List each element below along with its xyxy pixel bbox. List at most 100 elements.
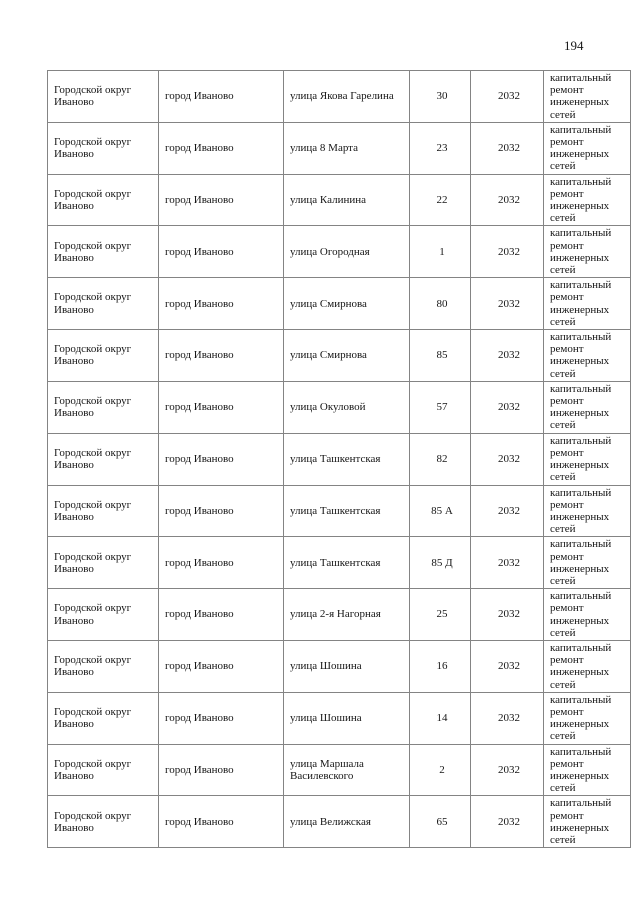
- table-row: Городской округ Иваново город Иваново ул…: [47, 536, 631, 590]
- cell-district: Городской округ Иваново: [47, 484, 159, 538]
- cell-house-number: 85 Д: [409, 536, 471, 590]
- table-row: Городской округ Иваново город Иваново ул…: [47, 588, 631, 641]
- cell-house-number: 82: [409, 432, 471, 486]
- cell-house-number: 85: [409, 329, 471, 382]
- cell-work-type: капитальный ремонт инженерных сетей: [543, 639, 631, 693]
- cell-year: 2032: [470, 484, 544, 538]
- cell-year: 2032: [470, 70, 544, 123]
- cell-year: 2032: [470, 173, 544, 227]
- cell-district: Городской округ Иваново: [47, 70, 159, 123]
- cell-street: улица Окуловой: [283, 380, 410, 434]
- cell-year: 2032: [470, 743, 544, 797]
- cell-work-type: капитальный ремонт инженерных сетей: [543, 225, 631, 279]
- cell-street: улица Смирнова: [283, 329, 410, 382]
- cell-work-type: капитальный ремонт инженерных сетей: [543, 70, 631, 123]
- cell-street: улица Шошина: [283, 691, 410, 745]
- cell-city: город Иваново: [158, 795, 284, 849]
- cell-year: 2032: [470, 121, 544, 175]
- repair-schedule-table: Городской округ Иваново город Иваново ул…: [47, 70, 631, 849]
- cell-district: Городской округ Иваново: [47, 121, 159, 175]
- cell-street: улица Маршала Василевского: [283, 743, 410, 797]
- cell-work-type: капитальный ремонт инженерных сетей: [543, 691, 631, 745]
- cell-street: улица Калинина: [283, 173, 410, 227]
- cell-house-number: 14: [409, 691, 471, 745]
- cell-district: Городской округ Иваново: [47, 225, 159, 279]
- cell-city: город Иваново: [158, 588, 284, 641]
- cell-house-number: 25: [409, 588, 471, 641]
- cell-year: 2032: [470, 795, 544, 849]
- table-row: Городской округ Иваново город Иваново ул…: [47, 691, 631, 745]
- cell-house-number: 85 А: [409, 484, 471, 538]
- cell-district: Городской округ Иваново: [47, 743, 159, 797]
- table-row: Городской округ Иваново город Иваново ул…: [47, 121, 631, 175]
- cell-house-number: 65: [409, 795, 471, 849]
- cell-city: город Иваново: [158, 173, 284, 227]
- cell-street: улица 2-я Нагорная: [283, 588, 410, 641]
- cell-city: город Иваново: [158, 121, 284, 175]
- cell-district: Городской округ Иваново: [47, 380, 159, 434]
- cell-street: улица Смирнова: [283, 277, 410, 331]
- cell-year: 2032: [470, 691, 544, 745]
- cell-city: город Иваново: [158, 691, 284, 745]
- cell-city: город Иваново: [158, 329, 284, 382]
- cell-house-number: 30: [409, 70, 471, 123]
- cell-work-type: капитальный ремонт инженерных сетей: [543, 432, 631, 486]
- cell-work-type: капитальный ремонт инженерных сетей: [543, 484, 631, 538]
- cell-work-type: капитальный ремонт инженерных сетей: [543, 121, 631, 175]
- cell-year: 2032: [470, 329, 544, 382]
- cell-district: Городской округ Иваново: [47, 277, 159, 331]
- cell-year: 2032: [470, 380, 544, 434]
- page-number: 194: [564, 38, 584, 53]
- cell-district: Городской округ Иваново: [47, 536, 159, 590]
- cell-work-type: капитальный ремонт инженерных сетей: [543, 795, 631, 849]
- cell-district: Городской округ Иваново: [47, 795, 159, 849]
- cell-year: 2032: [470, 639, 544, 693]
- table-row: Городской округ Иваново город Иваново ул…: [47, 795, 631, 849]
- cell-work-type: капитальный ремонт инженерных сетей: [543, 536, 631, 590]
- cell-house-number: 80: [409, 277, 471, 331]
- table-row: Городской округ Иваново город Иваново ул…: [47, 173, 631, 227]
- table-row: Городской округ Иваново город Иваново ул…: [47, 743, 631, 797]
- table-row: Городской округ Иваново город Иваново ул…: [47, 639, 631, 693]
- cell-house-number: 16: [409, 639, 471, 693]
- table-row: Городской округ Иваново город Иваново ул…: [47, 277, 631, 331]
- cell-work-type: капитальный ремонт инженерных сетей: [543, 588, 631, 641]
- cell-work-type: капитальный ремонт инженерных сетей: [543, 743, 631, 797]
- cell-street: улица Ташкентская: [283, 432, 410, 486]
- cell-work-type: капитальный ремонт инженерных сетей: [543, 277, 631, 331]
- cell-city: город Иваново: [158, 70, 284, 123]
- cell-street: улица Огородная: [283, 225, 410, 279]
- table-row: Городской округ Иваново город Иваново ул…: [47, 225, 631, 279]
- cell-house-number: 2: [409, 743, 471, 797]
- cell-work-type: капитальный ремонт инженерных сетей: [543, 329, 631, 382]
- table-row: Городской округ Иваново город Иваново ул…: [47, 329, 631, 382]
- cell-city: город Иваново: [158, 536, 284, 590]
- cell-district: Городской округ Иваново: [47, 173, 159, 227]
- cell-street: улица Ташкентская: [283, 484, 410, 538]
- cell-district: Городской округ Иваново: [47, 639, 159, 693]
- cell-house-number: 22: [409, 173, 471, 227]
- cell-district: Городской округ Иваново: [47, 432, 159, 486]
- cell-street: улица Шошина: [283, 639, 410, 693]
- cell-house-number: 23: [409, 121, 471, 175]
- table-row: Городской округ Иваново город Иваново ул…: [47, 70, 631, 123]
- cell-city: город Иваново: [158, 225, 284, 279]
- cell-year: 2032: [470, 588, 544, 641]
- cell-year: 2032: [470, 432, 544, 486]
- cell-district: Городской округ Иваново: [47, 329, 159, 382]
- cell-district: Городской округ Иваново: [47, 691, 159, 745]
- table-row: Городской округ Иваново город Иваново ул…: [47, 432, 631, 486]
- cell-street: улица Ташкентская: [283, 536, 410, 590]
- cell-work-type: капитальный ремонт инженерных сетей: [543, 173, 631, 227]
- cell-year: 2032: [470, 277, 544, 331]
- cell-city: город Иваново: [158, 277, 284, 331]
- cell-street: улица Якова Гарелина: [283, 70, 410, 123]
- cell-city: город Иваново: [158, 432, 284, 486]
- cell-house-number: 1: [409, 225, 471, 279]
- cell-house-number: 57: [409, 380, 471, 434]
- cell-district: Городской округ Иваново: [47, 588, 159, 641]
- table-body: Городской округ Иваново город Иваново ул…: [47, 70, 631, 849]
- table-row: Городской округ Иваново город Иваново ул…: [47, 484, 631, 538]
- cell-work-type: капитальный ремонт инженерных сетей: [543, 380, 631, 434]
- cell-street: улица Велижская: [283, 795, 410, 849]
